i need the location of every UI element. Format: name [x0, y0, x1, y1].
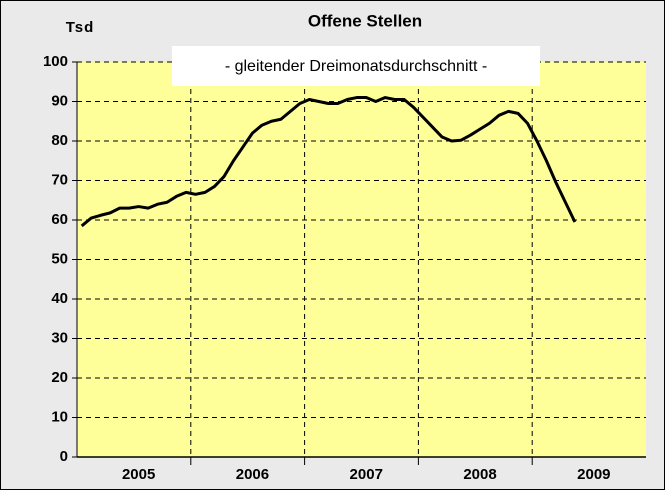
y-tick-label: 10 — [51, 408, 68, 425]
chart-subtitle: - gleitender Dreimonatsdurchschnitt - — [225, 58, 487, 75]
y-tick-label: 100 — [43, 53, 68, 70]
y-tick-label: 20 — [51, 369, 68, 386]
y-tick-label: 70 — [51, 171, 68, 188]
y-tick-label: 80 — [51, 132, 68, 149]
x-tick-label: 2005 — [122, 466, 155, 483]
y-tick-label: 90 — [51, 92, 68, 109]
y-tick-label: 60 — [51, 211, 68, 228]
y-tick-label: 0 — [60, 448, 68, 465]
chart-title: Offene Stellen — [308, 11, 422, 30]
y-axis-label: Tsd — [66, 19, 95, 36]
subtitle-box — [172, 46, 540, 86]
x-tick-label: 2006 — [236, 466, 269, 483]
x-tick-label: 2008 — [463, 466, 496, 483]
y-tick-label: 40 — [51, 290, 68, 307]
x-tick-label: 2007 — [350, 466, 383, 483]
series-line — [80, 96, 577, 228]
grid — [77, 61, 646, 458]
y-tick-label: 50 — [51, 250, 68, 267]
y-tick-label: 30 — [51, 329, 68, 346]
x-tick-label: 2009 — [577, 466, 610, 483]
